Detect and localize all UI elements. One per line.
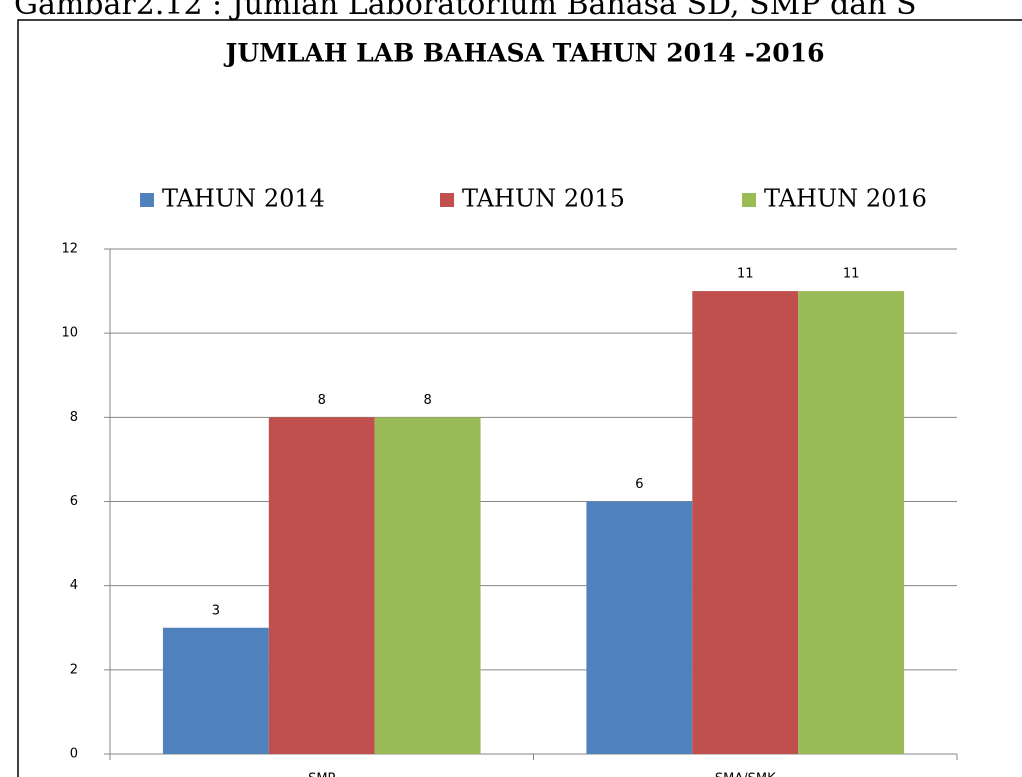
legend-swatch (440, 193, 454, 207)
y-tick-label: 12 (61, 242, 78, 257)
caption: Gambar2.12 : Jumlah Laboratorium Bahasa … (14, 0, 917, 22)
y-tick-label: 8 (70, 410, 78, 425)
data-label: 6 (635, 477, 643, 492)
bar (374, 417, 481, 754)
data-label: 8 (423, 393, 431, 408)
bar (798, 291, 905, 754)
data-label: 3 (212, 603, 220, 618)
legend-label: TAHUN 2015 (462, 185, 625, 213)
chart-title: JUMLAH LAB BAHASA TAHUN 2014 -2016 (224, 39, 825, 68)
legend-swatch (140, 193, 154, 207)
x-tick-label: SMA/SMK (715, 772, 776, 777)
y-tick-label: 10 (61, 326, 78, 341)
y-tick-label: 0 (70, 747, 78, 762)
x-tick-label: SMP (308, 772, 335, 777)
y-tick-label: 2 (70, 662, 78, 677)
bar (586, 501, 693, 754)
bar (268, 417, 375, 754)
data-label: 8 (318, 393, 326, 408)
legend-label: TAHUN 2014 (162, 185, 325, 213)
y-tick-label: 6 (70, 494, 78, 509)
legend-label: TAHUN 2016 (764, 185, 927, 213)
y-tick-label: 4 (70, 578, 78, 593)
data-label: 11 (843, 267, 860, 282)
legend-swatch (742, 193, 756, 207)
bar (692, 291, 799, 754)
data-label: 11 (737, 267, 754, 282)
bar (162, 627, 269, 754)
